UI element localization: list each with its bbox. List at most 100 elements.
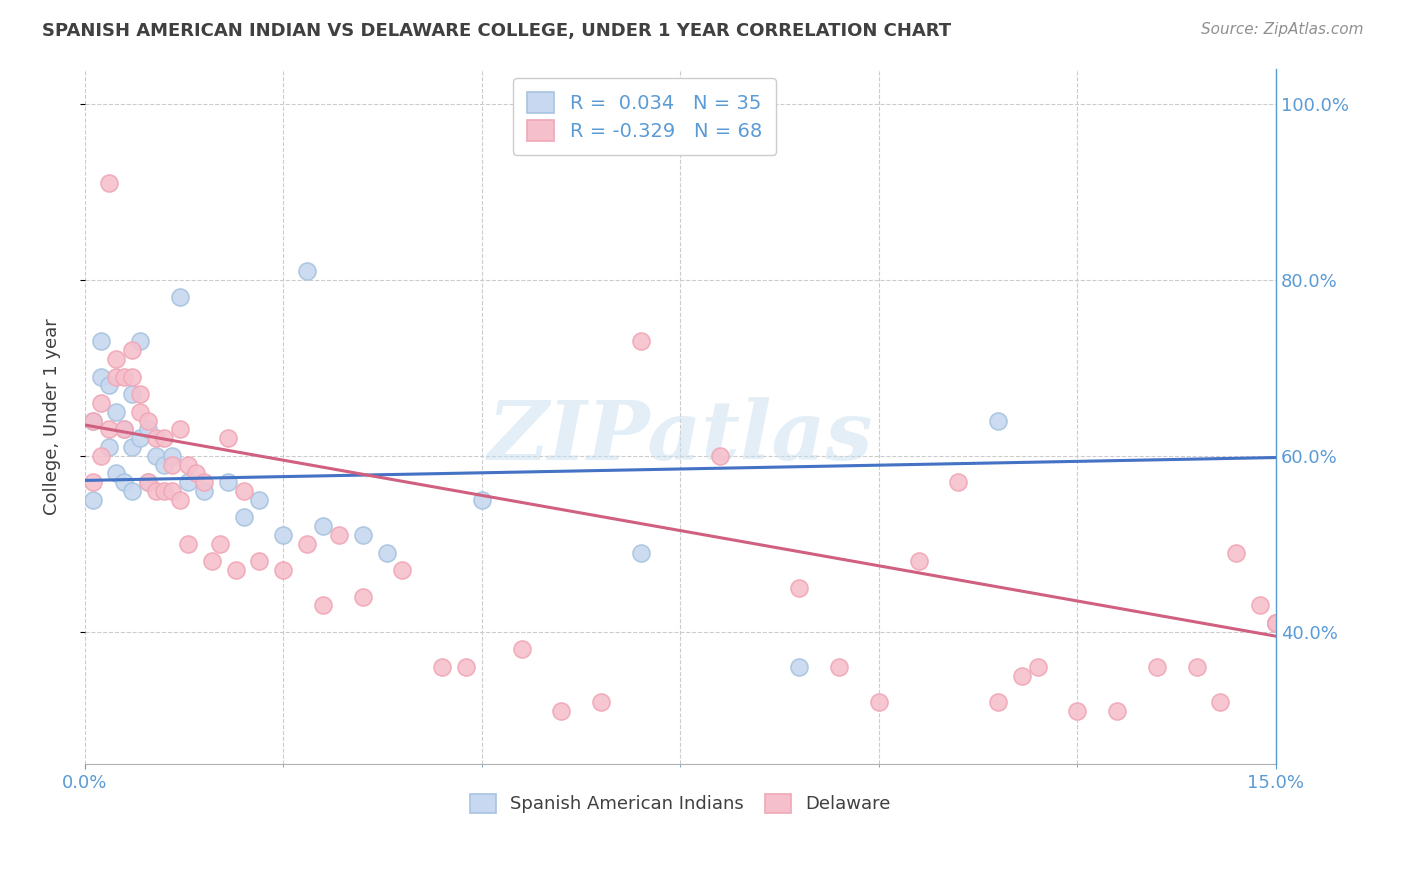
Point	[121, 343, 143, 358]
Point	[136, 413, 159, 427]
Point	[82, 475, 104, 490]
Point	[987, 695, 1010, 709]
Point	[789, 581, 811, 595]
Point	[1265, 615, 1288, 630]
Text: Source: ZipAtlas.com: Source: ZipAtlas.com	[1201, 22, 1364, 37]
Point	[90, 369, 112, 384]
Point	[184, 467, 207, 481]
Point	[232, 483, 254, 498]
Point	[1185, 660, 1208, 674]
Point	[121, 440, 143, 454]
Point	[1011, 669, 1033, 683]
Point	[177, 458, 200, 472]
Point	[114, 475, 136, 490]
Point	[907, 554, 929, 568]
Point	[454, 660, 477, 674]
Point	[97, 422, 120, 436]
Point	[177, 537, 200, 551]
Point	[82, 413, 104, 427]
Point	[391, 563, 413, 577]
Point	[589, 695, 612, 709]
Point	[1066, 704, 1088, 718]
Point	[1107, 704, 1129, 718]
Point	[1265, 615, 1288, 630]
Point	[105, 467, 128, 481]
Point	[249, 492, 271, 507]
Point	[114, 422, 136, 436]
Point	[1249, 599, 1271, 613]
Point	[153, 458, 176, 472]
Point	[193, 483, 215, 498]
Point	[121, 483, 143, 498]
Point	[129, 405, 152, 419]
Point	[217, 475, 239, 490]
Point	[1265, 615, 1288, 630]
Point	[271, 563, 294, 577]
Point	[145, 431, 167, 445]
Point	[169, 290, 191, 304]
Point	[160, 458, 183, 472]
Point	[217, 431, 239, 445]
Point	[82, 492, 104, 507]
Point	[948, 475, 970, 490]
Point	[789, 660, 811, 674]
Point	[145, 449, 167, 463]
Point	[114, 422, 136, 436]
Point	[193, 475, 215, 490]
Point	[295, 264, 318, 278]
Point	[828, 660, 851, 674]
Point	[375, 545, 398, 559]
Text: SPANISH AMERICAN INDIAN VS DELAWARE COLLEGE, UNDER 1 YEAR CORRELATION CHART: SPANISH AMERICAN INDIAN VS DELAWARE COLL…	[42, 22, 952, 40]
Point	[153, 483, 176, 498]
Point	[208, 537, 231, 551]
Point	[105, 369, 128, 384]
Point	[153, 431, 176, 445]
Point	[550, 704, 572, 718]
Point	[169, 422, 191, 436]
Point	[114, 369, 136, 384]
Point	[1146, 660, 1168, 674]
Point	[630, 545, 652, 559]
Point	[1026, 660, 1049, 674]
Point	[312, 519, 335, 533]
Point	[232, 510, 254, 524]
Point	[1265, 615, 1288, 630]
Point	[169, 492, 191, 507]
Point	[225, 563, 247, 577]
Point	[97, 440, 120, 454]
Point	[430, 660, 453, 674]
Point	[1265, 615, 1288, 630]
Point	[630, 334, 652, 349]
Legend: Spanish American Indians, Delaware: Spanish American Indians, Delaware	[460, 783, 901, 824]
Point	[129, 431, 152, 445]
Point	[510, 642, 533, 657]
Point	[160, 483, 183, 498]
Point	[105, 405, 128, 419]
Point	[129, 387, 152, 401]
Point	[136, 475, 159, 490]
Point	[136, 422, 159, 436]
Point	[121, 387, 143, 401]
Point	[90, 449, 112, 463]
Point	[1209, 695, 1232, 709]
Point	[295, 537, 318, 551]
Point	[90, 334, 112, 349]
Point	[471, 492, 494, 507]
Point	[352, 528, 374, 542]
Y-axis label: College, Under 1 year: College, Under 1 year	[44, 318, 60, 515]
Point	[160, 449, 183, 463]
Point	[90, 396, 112, 410]
Point	[82, 413, 104, 427]
Point	[1265, 615, 1288, 630]
Point	[121, 369, 143, 384]
Point	[868, 695, 890, 709]
Point	[145, 483, 167, 498]
Point	[97, 378, 120, 392]
Point	[249, 554, 271, 568]
Point	[201, 554, 224, 568]
Point	[136, 475, 159, 490]
Point	[105, 351, 128, 366]
Point	[312, 599, 335, 613]
Point	[1225, 545, 1247, 559]
Point	[271, 528, 294, 542]
